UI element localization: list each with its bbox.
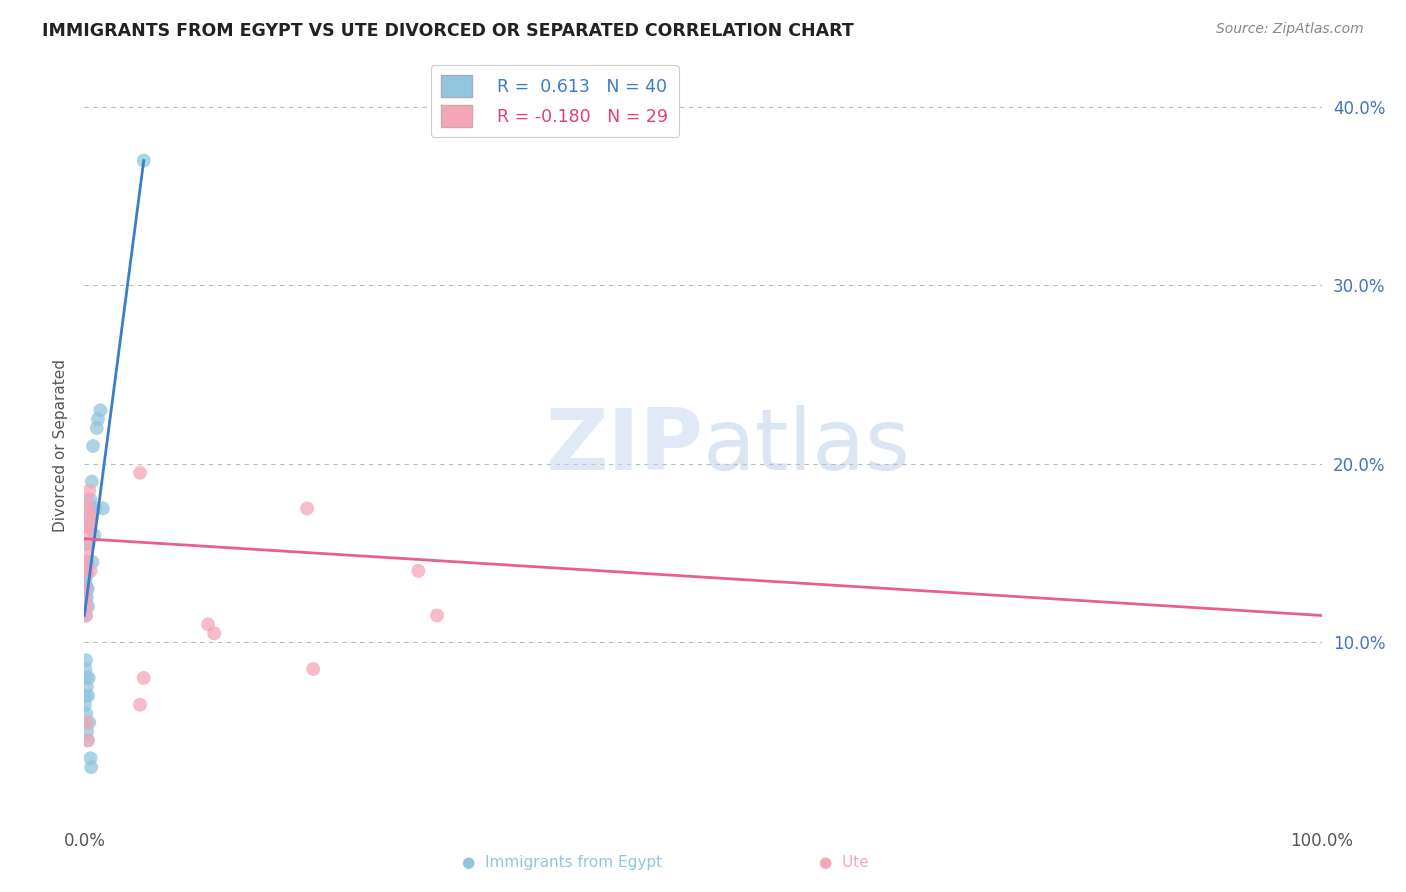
Point [75, 706, 97, 721]
Point [132, 153, 155, 168]
Point [76, 582, 98, 596]
Point [75, 662, 97, 676]
Point [73, 698, 96, 712]
Point [77, 733, 100, 747]
Text: ●  Ute: ● Ute [818, 855, 869, 870]
Point [79, 564, 101, 578]
Point [76, 680, 98, 694]
Point [79, 492, 101, 507]
Point [75, 599, 97, 614]
Point [77, 501, 100, 516]
Point [73, 555, 96, 569]
Point [426, 608, 449, 623]
Text: ●  Immigrants from Egypt: ● Immigrants from Egypt [463, 855, 662, 870]
Point [76, 555, 98, 569]
Point [77, 689, 100, 703]
Point [75, 585, 97, 599]
Point [129, 698, 152, 712]
Text: ZIP: ZIP [546, 404, 703, 488]
Point [76, 671, 98, 685]
Point [80, 501, 103, 516]
Point [77, 519, 100, 533]
Point [75, 578, 97, 592]
Point [75, 546, 97, 560]
Point [79, 715, 101, 730]
Point [75, 573, 97, 587]
Point [80, 475, 103, 489]
Point [76, 492, 98, 507]
Text: Source: ZipAtlas.com: Source: ZipAtlas.com [1216, 22, 1364, 37]
Point [84, 501, 107, 516]
Point [83, 528, 105, 542]
Point [76, 733, 98, 747]
Text: IMMIGRANTS FROM EGYPT VS UTE DIVORCED OR SEPARATED CORRELATION CHART: IMMIGRANTS FROM EGYPT VS UTE DIVORCED OR… [42, 22, 853, 40]
Point [76, 537, 98, 551]
Point [75, 582, 97, 596]
Point [77, 599, 100, 614]
Point [79, 751, 101, 765]
Point [82, 555, 104, 569]
Point [80, 510, 103, 524]
Point [80, 760, 103, 774]
Point [89, 403, 111, 417]
Point [76, 510, 98, 524]
Point [75, 653, 97, 667]
Point [75, 608, 97, 623]
Point [76, 528, 98, 542]
Legend:   R =  0.613   N = 40,   R = -0.180   N = 29: R = 0.613 N = 40, R = -0.180 N = 29 [430, 65, 679, 137]
Point [408, 564, 430, 578]
Point [79, 510, 101, 524]
Point [76, 724, 98, 739]
Point [75, 564, 97, 578]
Point [91, 501, 114, 516]
Point [202, 626, 225, 640]
Point [73, 591, 96, 605]
Point [129, 466, 152, 480]
Point [76, 582, 98, 596]
Point [295, 501, 318, 516]
Point [77, 671, 100, 685]
Point [75, 715, 97, 730]
Point [79, 519, 101, 533]
Point [75, 501, 97, 516]
Point [76, 591, 98, 605]
Point [302, 662, 325, 676]
Point [132, 671, 155, 685]
Point [77, 537, 100, 551]
Point [86, 421, 108, 435]
Point [82, 439, 104, 453]
Point [75, 689, 97, 703]
Y-axis label: Divorced or Separated: Divorced or Separated [53, 359, 69, 533]
Point [76, 567, 98, 582]
Point [197, 617, 219, 632]
Point [87, 412, 110, 426]
Point [76, 715, 98, 730]
Point [79, 483, 101, 498]
Point [75, 519, 97, 533]
Text: atlas: atlas [703, 404, 911, 488]
Point [75, 608, 97, 623]
